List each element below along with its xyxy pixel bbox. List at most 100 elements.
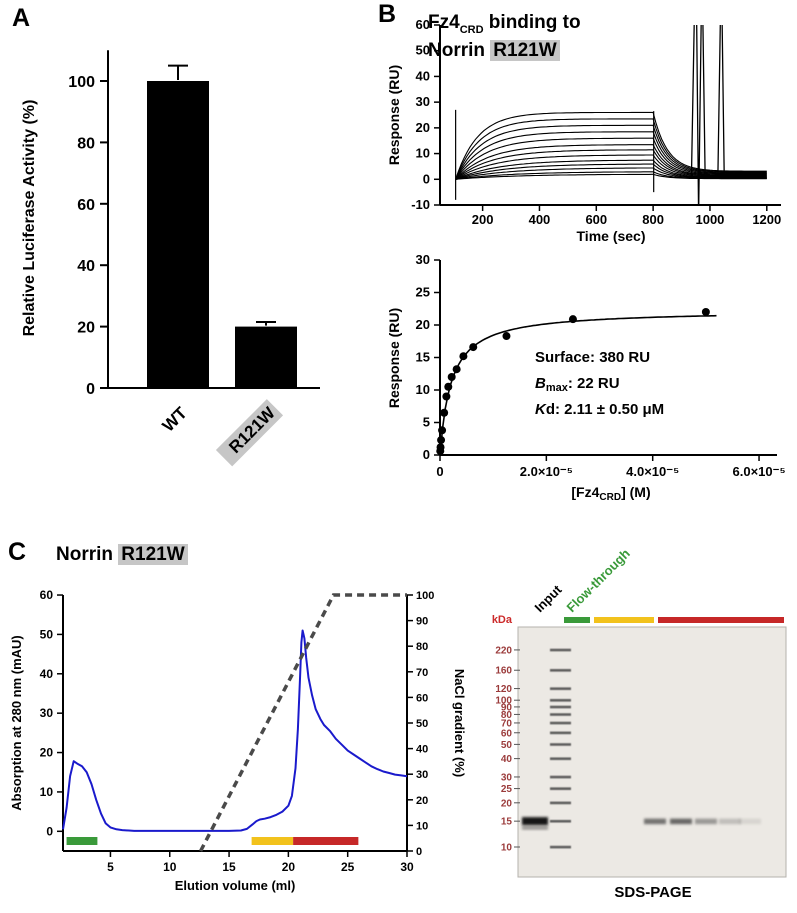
kda-marker-label: 50	[501, 740, 513, 751]
panel-b-label: B	[378, 0, 397, 28]
ladder-band	[550, 721, 571, 725]
ladder-band	[550, 801, 571, 805]
eluate-band	[644, 818, 666, 825]
y-tick-left-label: 50	[40, 627, 54, 641]
ladder-band	[550, 669, 571, 672]
category-text: WT	[159, 403, 192, 436]
ladder-band	[550, 713, 571, 716]
y-tick-right-label: 20	[416, 795, 428, 807]
y-tick-right-label: 10	[416, 820, 428, 832]
bar-r121w	[235, 326, 297, 388]
panel-c-chromatogram-chart: 0 10 20 30 40 50 60 0 10 20 30 40 50 60 70 80 90 100 5 10 15…	[9, 588, 467, 893]
kda-marker-label: 25	[501, 784, 513, 795]
x-axis-label: [Fz4CRD] (M)	[571, 484, 650, 503]
kda-marker-label: 60	[501, 728, 513, 739]
sensorgram-curve	[455, 149, 767, 180]
data-point	[568, 315, 577, 324]
y-tick-label: 40	[77, 258, 95, 275]
data-point	[452, 365, 461, 374]
annotation-bmax: Bmax: 22 RU	[535, 375, 620, 394]
spike-artifact	[717, 25, 725, 176]
kda-marker-label: 30	[501, 772, 513, 783]
y-tick-label: 100	[68, 74, 95, 91]
kda-marker-label: 15	[501, 817, 513, 828]
y-tick-right-label: 80	[416, 641, 428, 653]
title-binding-to: binding to	[483, 12, 581, 33]
data-point	[701, 308, 710, 316]
y-tick-label: 5	[423, 415, 430, 430]
eluate-band	[739, 818, 761, 825]
y-tick-left-label: 20	[40, 746, 54, 760]
gel-fraction-bar-2	[658, 617, 784, 623]
x-tick-label: 25	[341, 860, 355, 874]
fraction-bar-0	[66, 837, 98, 845]
x-tick-label: 2.0×10⁻⁵	[520, 464, 573, 479]
eluate-band	[695, 818, 717, 825]
x-tick-label: 4.0×10⁻⁵	[626, 464, 679, 479]
ladder-band	[550, 731, 571, 735]
data-point	[447, 373, 456, 381]
kda-marker-label: 90	[501, 702, 513, 713]
title-norrin: Norrin	[428, 40, 491, 62]
sensorgram-curve	[455, 154, 767, 180]
annotation-kd: Kd: 2.11 ± 0.50 μM	[535, 401, 664, 418]
y-tick-label: 80	[77, 135, 95, 152]
sensorgram-curve	[455, 124, 767, 180]
sds-page-caption: SDS-PAGE	[614, 884, 692, 901]
sensorgram-curve	[455, 111, 767, 180]
fraction-bar-1	[251, 837, 294, 845]
y-tick-right-label: 70	[416, 667, 428, 679]
absorbance-trace	[62, 629, 408, 832]
ladder-band	[550, 648, 571, 652]
ladder-band	[550, 705, 571, 709]
panel-b-title-line2: Norrin R121W	[428, 38, 581, 65]
eluate-band	[670, 818, 692, 825]
gel-fraction-bar-1	[594, 617, 654, 623]
y-tick-label: 25	[416, 285, 430, 300]
y-tick-label: 60	[77, 197, 95, 214]
gel-background	[517, 626, 787, 878]
eluate-band	[719, 818, 741, 825]
y-tick-label: 20	[416, 317, 430, 332]
y-tick-label: 20	[416, 120, 430, 135]
y-tick-label: 50	[416, 43, 430, 58]
y-tick-right-label: 30	[416, 769, 428, 781]
panel-c-title-line: Norrin R121W	[56, 542, 188, 569]
input-band-minor	[522, 826, 548, 830]
fit-curve	[439, 314, 717, 456]
y-tick-left-label: 30	[40, 706, 54, 720]
x-axis-label: Elution volume (ml)	[175, 878, 296, 893]
x-tick-label: 15	[222, 860, 236, 874]
ladder-band	[550, 743, 571, 746]
kda-marker-label: 220	[495, 645, 512, 656]
y-tick-label: 0	[86, 381, 95, 398]
kda-marker-label: 100	[495, 696, 512, 707]
kda-unit-label: kDa	[492, 614, 513, 626]
x-tick-label: 600	[585, 212, 607, 227]
y-tick-label: 30	[416, 94, 430, 109]
data-point	[444, 382, 453, 391]
x-tick-label: 1000	[695, 212, 724, 227]
ladder-band	[550, 787, 571, 790]
y-tick-left-label: 40	[40, 667, 54, 681]
sensorgram-curve	[455, 137, 767, 180]
x-category-label-wt: WT	[159, 403, 192, 436]
bar-wt	[147, 81, 209, 388]
data-point	[469, 343, 478, 352]
x-tick-label: 1200	[752, 212, 781, 227]
y-tick-label: 10	[416, 382, 430, 397]
y-tick-right-label: 90	[416, 616, 428, 628]
sensorgram-curves	[455, 25, 767, 205]
data-point	[437, 436, 446, 445]
y-axis-label: Relative Luciferase Activity (%)	[21, 100, 38, 337]
x-tick-label: 30	[400, 860, 414, 874]
y-tick-label: 30	[416, 252, 430, 267]
title-fz4: Fz4	[428, 12, 460, 33]
fraction-bar-2	[293, 837, 359, 845]
x-axis-label: Time (sec)	[577, 228, 646, 244]
y-tick-right-label: 100	[416, 590, 434, 602]
kda-marker-label: 160	[495, 666, 512, 677]
sensorgram-curve	[455, 173, 767, 180]
